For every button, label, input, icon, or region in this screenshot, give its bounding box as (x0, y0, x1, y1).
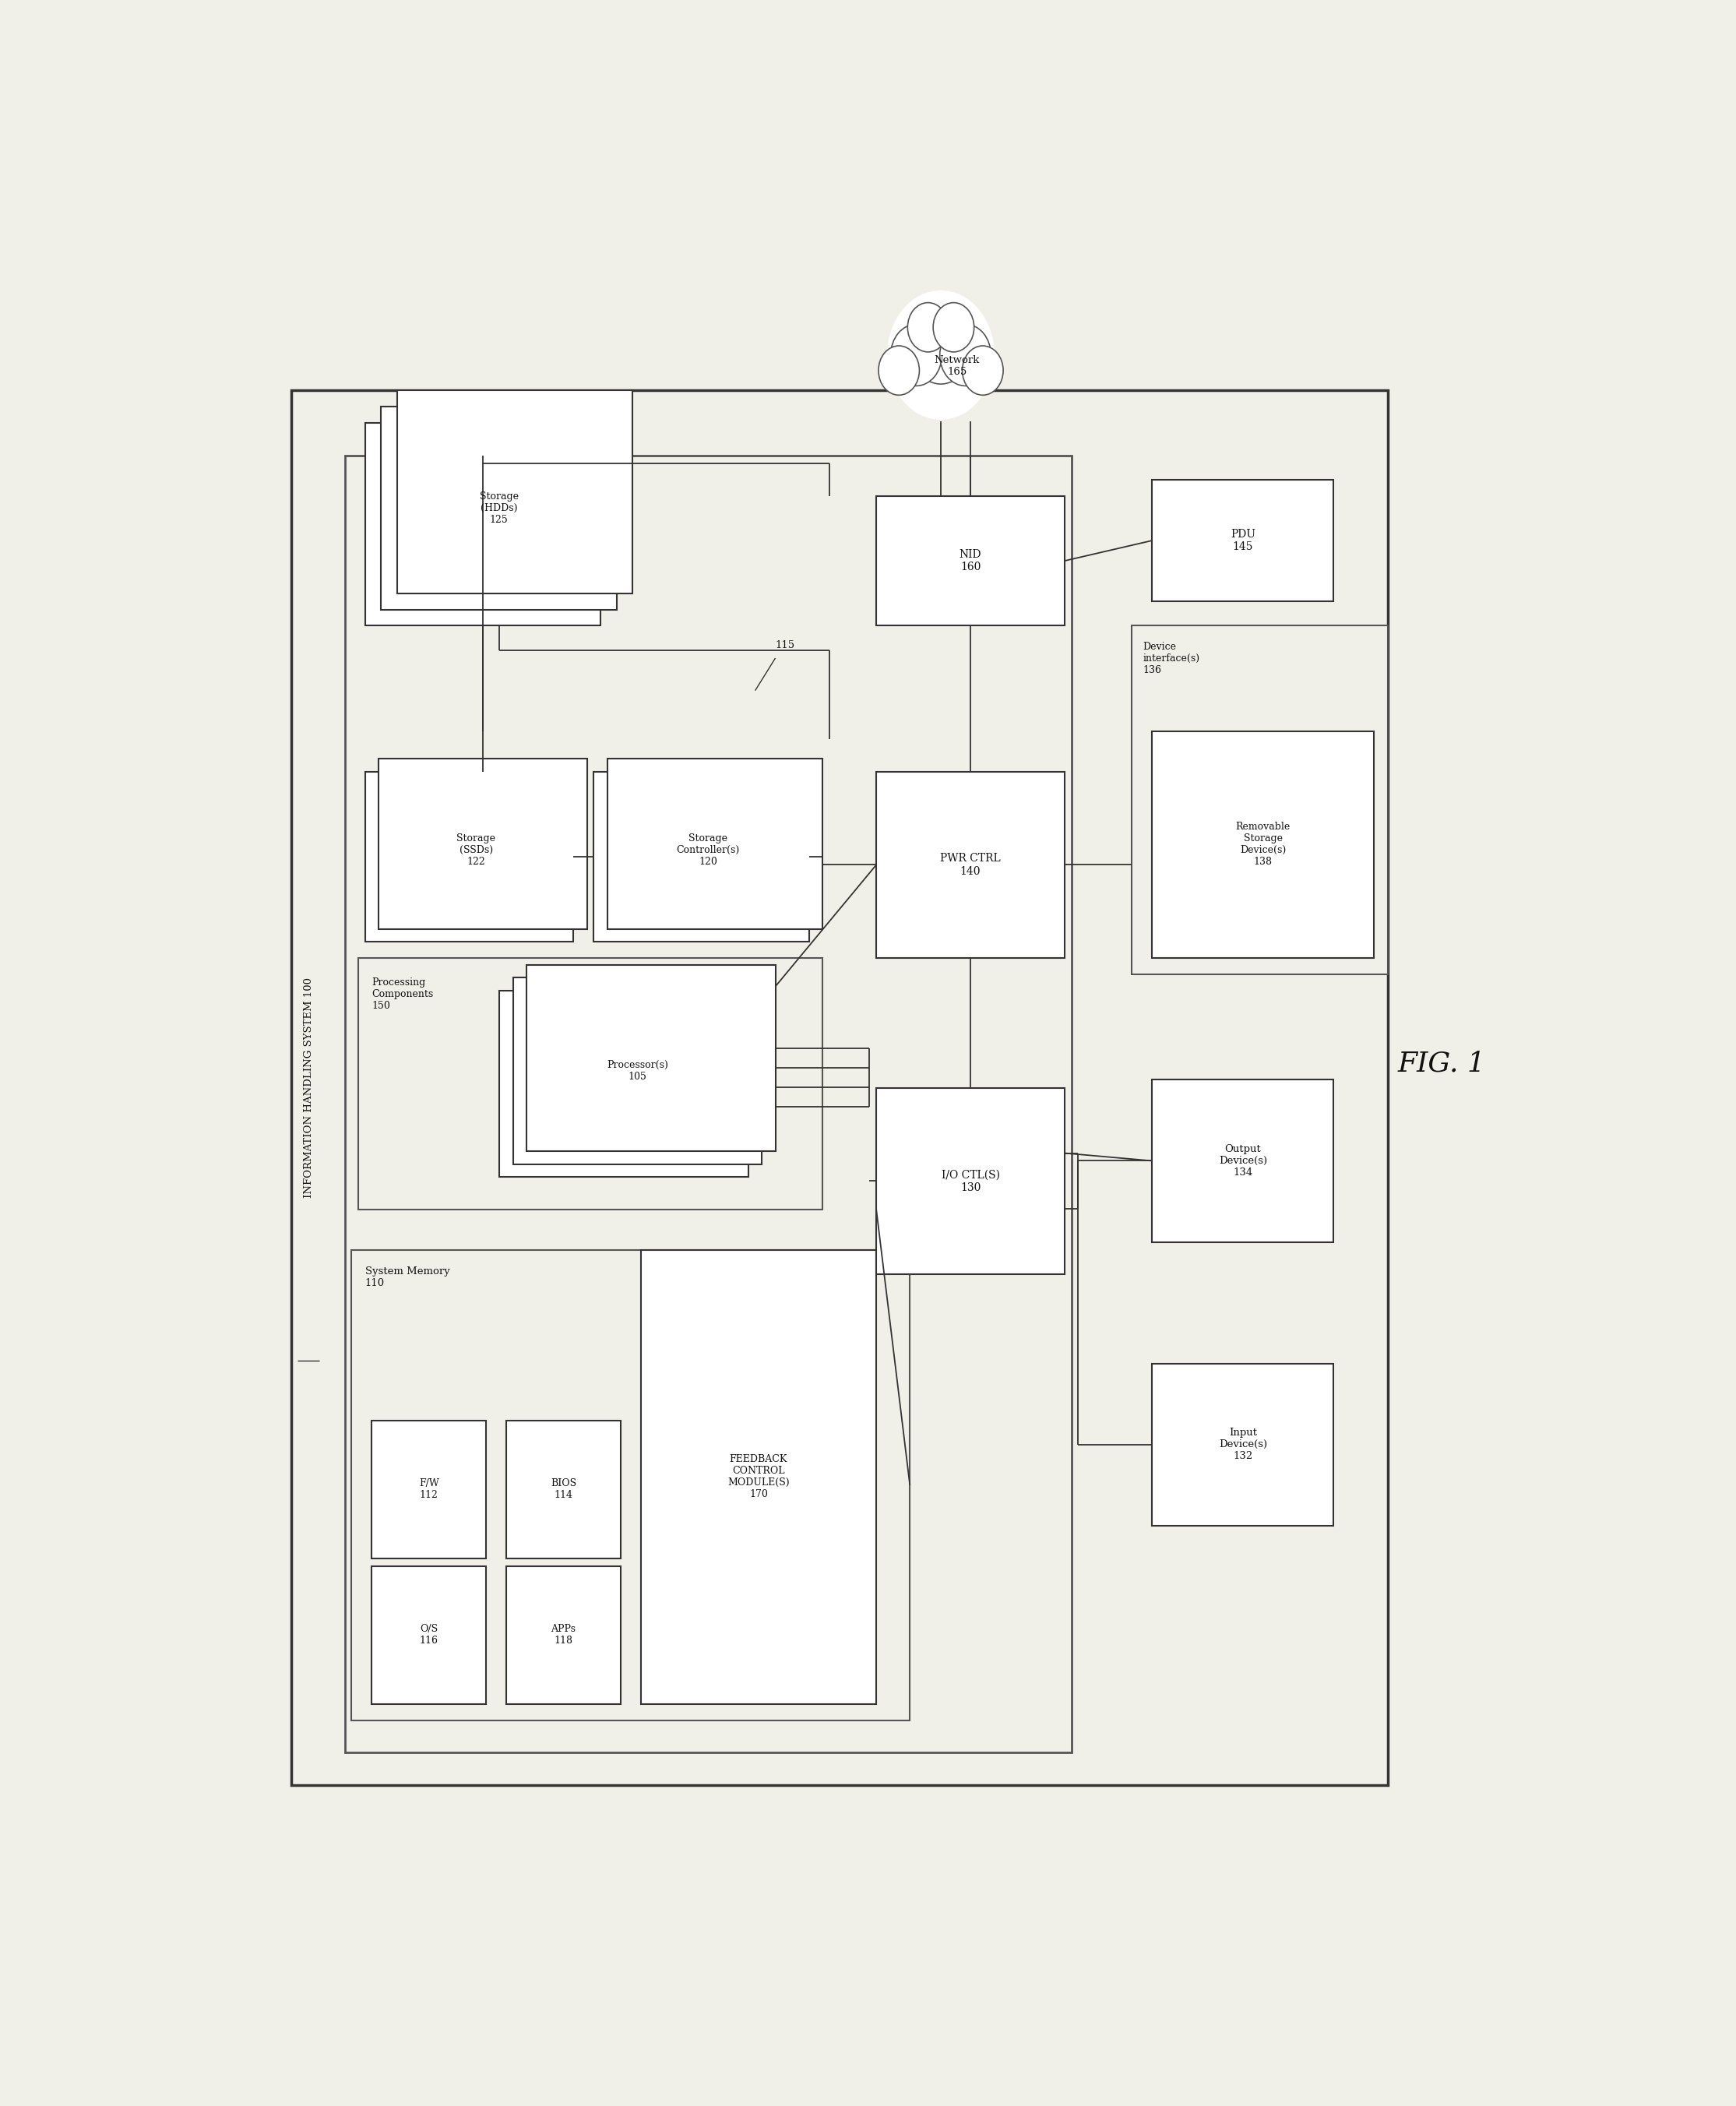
Text: APPs
118: APPs 118 (550, 1624, 576, 1647)
Circle shape (962, 345, 1003, 396)
Text: Removable
Storage
Device(s)
138: Removable Storage Device(s) 138 (1236, 821, 1290, 868)
Text: Input
Device(s)
132: Input Device(s) 132 (1219, 1428, 1267, 1462)
FancyBboxPatch shape (507, 1567, 621, 1704)
FancyBboxPatch shape (365, 423, 601, 625)
Circle shape (910, 310, 972, 383)
Text: FIG. 1: FIG. 1 (1397, 1051, 1486, 1076)
Circle shape (939, 324, 991, 385)
FancyBboxPatch shape (500, 990, 748, 1177)
Text: Storage
(HDDs)
125: Storage (HDDs) 125 (479, 491, 519, 524)
FancyBboxPatch shape (608, 758, 823, 929)
FancyBboxPatch shape (1153, 480, 1333, 602)
Text: 115: 115 (776, 640, 795, 651)
Text: PDU
145: PDU 145 (1231, 529, 1255, 552)
Text: Storage
Controller(s)
120: Storage Controller(s) 120 (677, 834, 740, 868)
FancyBboxPatch shape (358, 958, 823, 1209)
Text: Output
Device(s)
134: Output Device(s) 134 (1219, 1144, 1267, 1177)
FancyBboxPatch shape (507, 1419, 621, 1558)
FancyBboxPatch shape (351, 1251, 910, 1721)
FancyBboxPatch shape (1153, 1363, 1333, 1525)
Circle shape (878, 345, 920, 396)
FancyBboxPatch shape (378, 758, 587, 929)
Text: Processing
Components
150: Processing Components 150 (372, 977, 434, 1011)
Text: BIOS
114: BIOS 114 (550, 1478, 576, 1499)
FancyBboxPatch shape (877, 771, 1064, 958)
FancyBboxPatch shape (372, 1419, 486, 1558)
Circle shape (934, 303, 974, 352)
Text: O/S
116: O/S 116 (420, 1624, 437, 1647)
FancyBboxPatch shape (382, 406, 616, 609)
FancyBboxPatch shape (372, 1567, 486, 1704)
FancyBboxPatch shape (594, 771, 809, 941)
Text: Device
interface(s)
136: Device interface(s) 136 (1142, 642, 1200, 676)
FancyBboxPatch shape (1153, 731, 1375, 958)
Text: FEEDBACK
CONTROL
MODULE(S)
170: FEEDBACK CONTROL MODULE(S) 170 (727, 1455, 790, 1499)
FancyBboxPatch shape (877, 1089, 1064, 1274)
Text: F/W
112: F/W 112 (418, 1478, 439, 1499)
FancyBboxPatch shape (877, 497, 1064, 625)
FancyBboxPatch shape (514, 977, 762, 1165)
FancyBboxPatch shape (1132, 625, 1387, 975)
Text: Storage
(SSDs)
122: Storage (SSDs) 122 (457, 834, 495, 868)
Text: Network
165: Network 165 (934, 356, 979, 377)
Text: INFORMATION HANDLING SYSTEM 100: INFORMATION HANDLING SYSTEM 100 (304, 977, 314, 1198)
FancyBboxPatch shape (365, 771, 573, 941)
Circle shape (891, 324, 943, 385)
FancyBboxPatch shape (641, 1251, 877, 1704)
Text: System Memory
110: System Memory 110 (365, 1266, 450, 1289)
Text: PWR CTRL
140: PWR CTRL 140 (941, 853, 1000, 876)
Circle shape (887, 291, 995, 419)
FancyBboxPatch shape (526, 965, 776, 1152)
Circle shape (908, 303, 948, 352)
FancyBboxPatch shape (398, 390, 632, 594)
Text: Processor(s)
105: Processor(s) 105 (606, 1059, 668, 1082)
FancyBboxPatch shape (292, 390, 1387, 1786)
FancyBboxPatch shape (345, 455, 1071, 1752)
FancyBboxPatch shape (1153, 1080, 1333, 1243)
Text: NID
160: NID 160 (960, 550, 981, 573)
Text: I/O CTL(S)
130: I/O CTL(S) 130 (941, 1169, 1000, 1192)
